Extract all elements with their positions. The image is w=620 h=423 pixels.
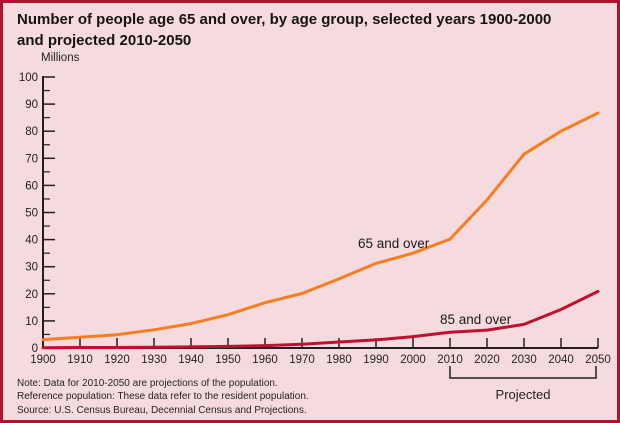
note-line: Reference population: These data refer t…	[17, 391, 309, 403]
y-axis-tick-label: 20	[25, 289, 38, 301]
x-axis-tick-label: 1900	[30, 354, 56, 366]
series-line-65-and-over	[41, 111, 600, 342]
x-axis-tick-label: 2040	[548, 354, 574, 366]
projected-label: Projected	[496, 387, 551, 402]
chart-notes: Note: Data for 2010-2050 are projections…	[17, 377, 309, 417]
x-axis-tick-label: 2020	[474, 354, 500, 366]
note-line: Source: U.S. Census Bureau, Decennial Ce…	[17, 404, 307, 416]
series-line-85-and-over	[41, 289, 600, 350]
y-axis-tick-label: 30	[25, 262, 38, 274]
y-axis-tick-label: 80	[25, 126, 38, 138]
x-axis-tick-label: 1980	[326, 354, 352, 366]
x-axis-tick-label: 1950	[215, 354, 241, 366]
y-axis-unit-label: Millions	[41, 52, 80, 64]
y-axis-tick-label: 100	[19, 72, 38, 84]
y-axis-tick-label: 90	[25, 99, 38, 111]
x-axis-tick-label: 2000	[400, 354, 426, 366]
x-axis-tick-label: 2050	[585, 354, 611, 366]
x-axis-tick-label: 1910	[67, 354, 93, 366]
y-axis-tick-label: 10	[25, 316, 38, 328]
chart-title-line-2: and projected 2010-2050	[17, 32, 192, 49]
y-axis-tick-label: 50	[25, 208, 38, 220]
x-axis-tick-label: 1940	[178, 354, 204, 366]
y-axis-tick-label: 70	[25, 153, 38, 165]
x-axis-tick-label: 1930	[141, 354, 167, 366]
series-label: 85 and over	[440, 312, 512, 327]
x-axis-tick-label: 1970	[289, 354, 315, 366]
series-label: 65 and over	[358, 236, 430, 251]
x-axis-tick-label: 2010	[437, 354, 463, 366]
chart-title: Number of people age 65 and over, by age…	[17, 9, 602, 51]
y-axis-tick-label: 40	[25, 235, 38, 247]
projected-bracket	[449, 366, 597, 379]
x-axis-tick-label: 1990	[363, 354, 389, 366]
x-axis-tick-label: 2030	[511, 354, 537, 366]
note-line: Note: Data for 2010-2050 are projections…	[17, 378, 278, 389]
y-axis-tick-label: 60	[25, 180, 38, 192]
x-axis-tick-label: 1960	[252, 354, 278, 366]
chart-title-line-1: Number of people age 65 and over, by age…	[17, 11, 552, 28]
x-axis-tick-label: 1920	[104, 354, 130, 366]
y-axis-tick-label: 0	[32, 343, 38, 355]
